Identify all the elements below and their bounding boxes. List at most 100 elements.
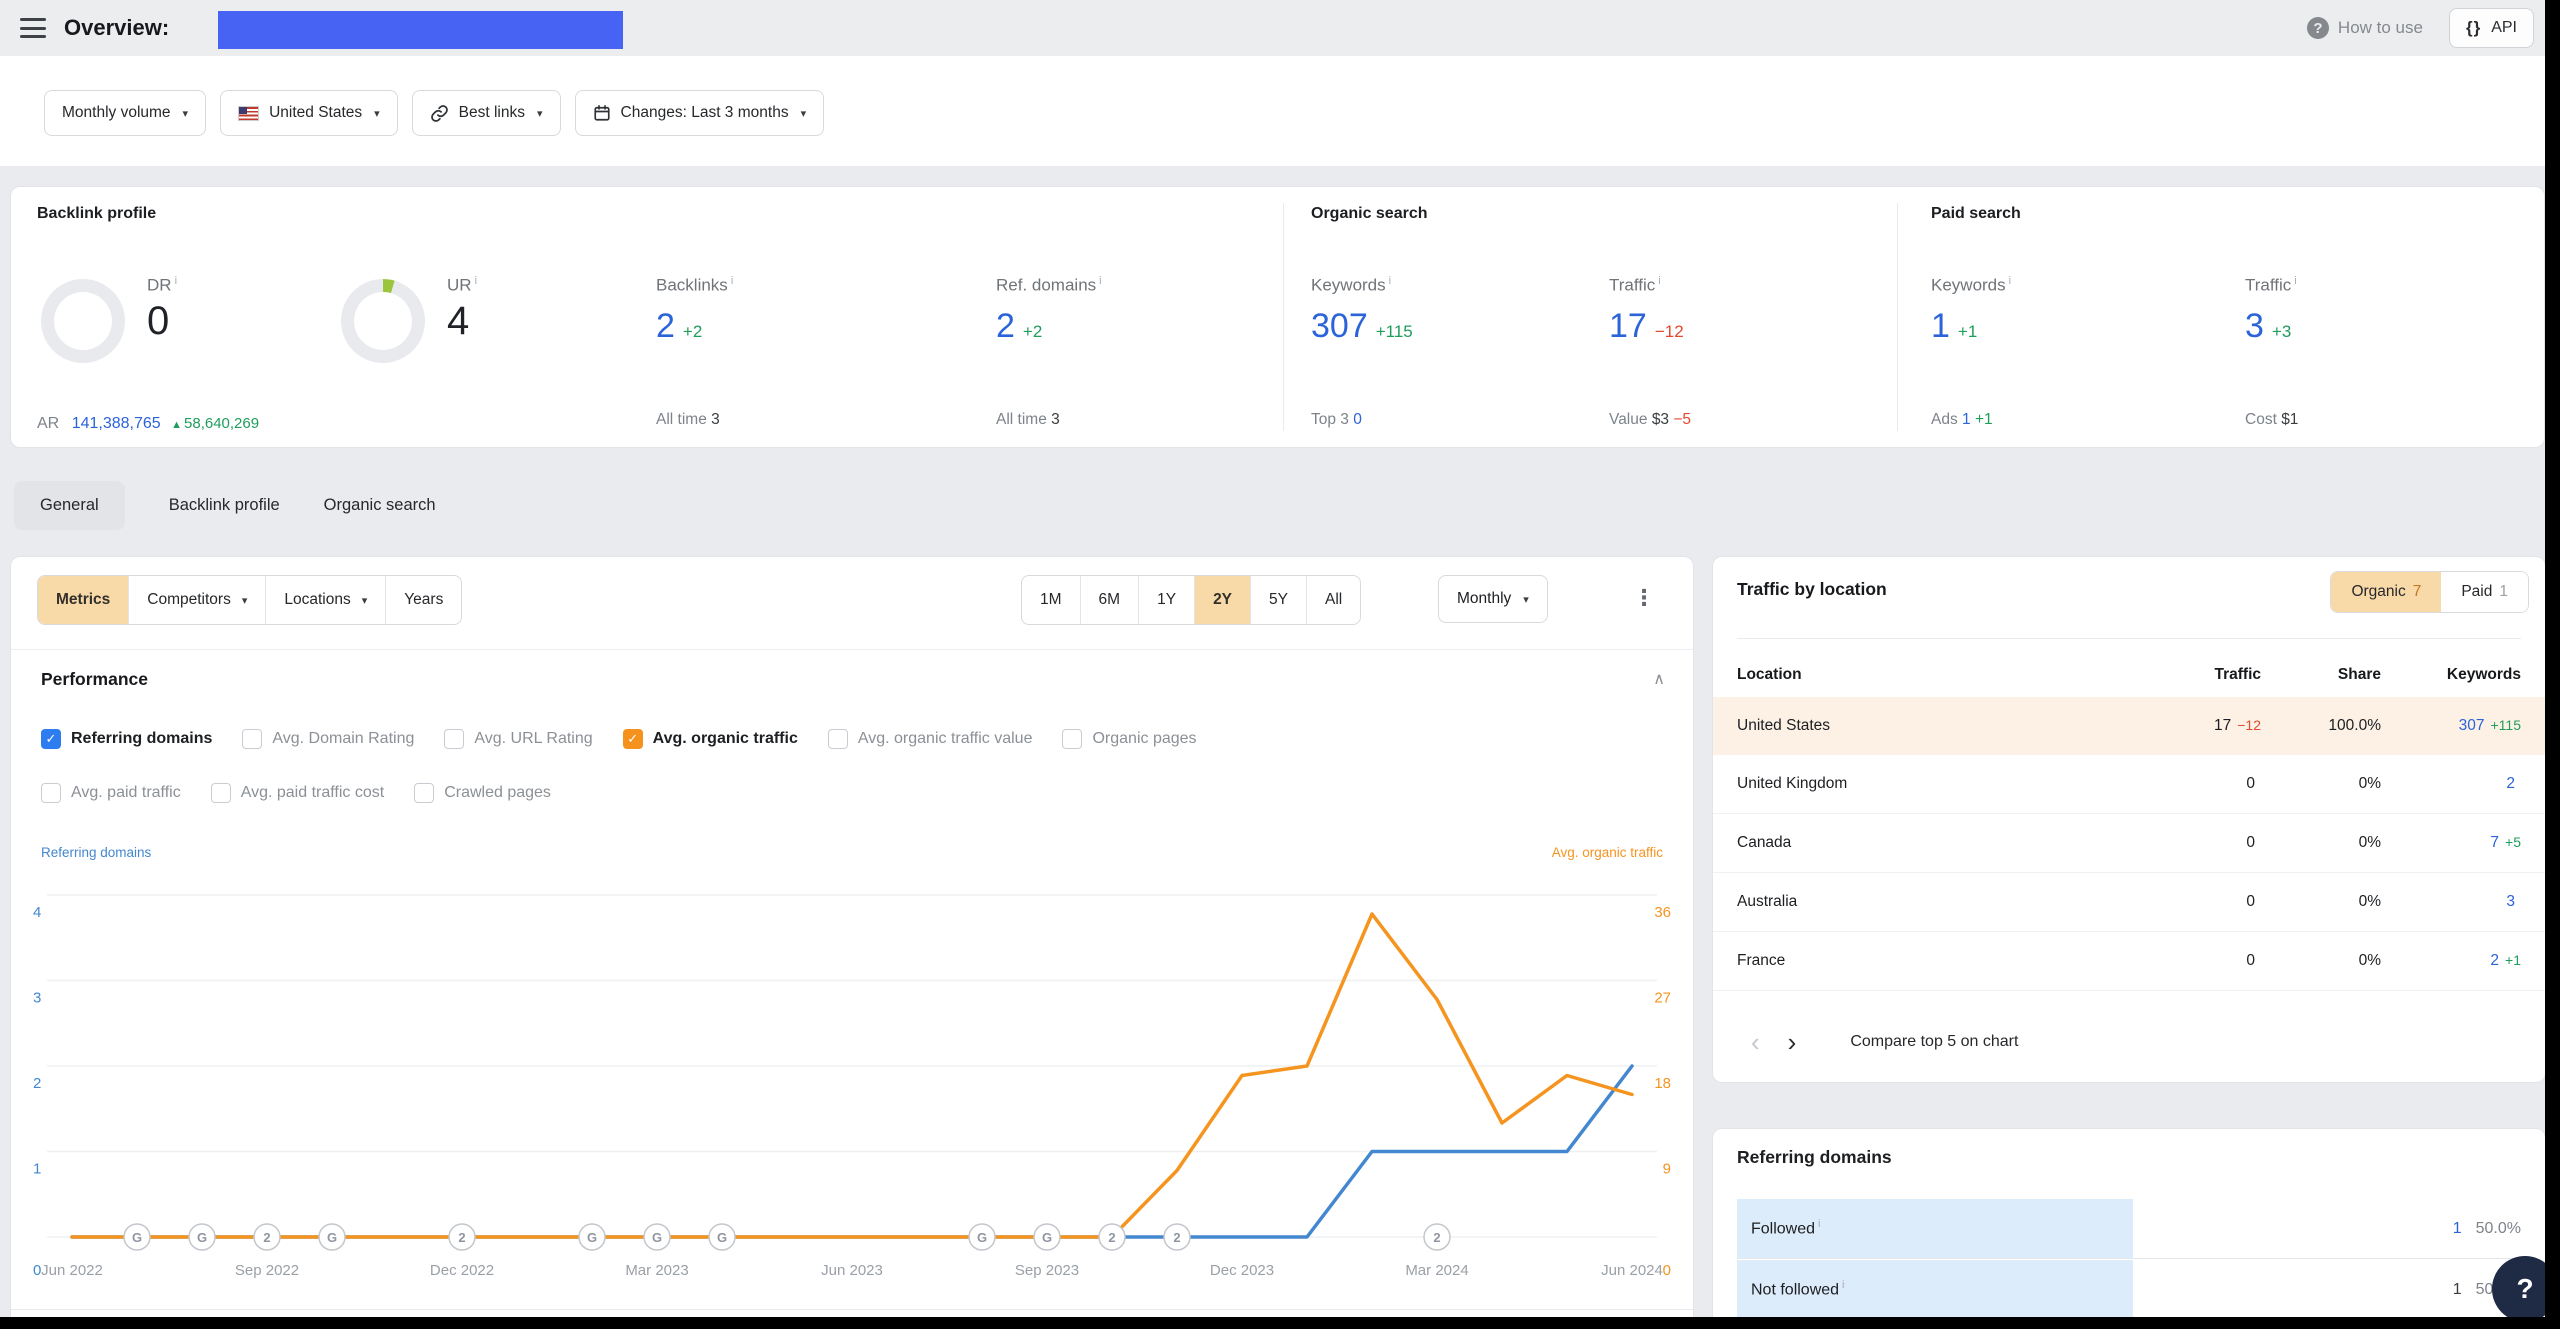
svg-text:Mar 2023: Mar 2023 xyxy=(625,1262,688,1279)
checkbox-avg-organic-traffic-value[interactable]: Avg. organic traffic value xyxy=(828,729,1033,749)
country-dropdown[interactable]: United States ▾ xyxy=(220,90,398,136)
tab-general[interactable]: General xyxy=(14,481,125,530)
segment-metrics[interactable]: Metrics xyxy=(38,576,128,624)
not-followed-count[interactable]: 1 xyxy=(2453,1281,2462,1299)
location-table: Location Traffic Share Keywords United S… xyxy=(1713,653,2545,991)
metric-checkbox-row-2: Avg. paid traffic Avg. paid traffic cost… xyxy=(41,783,551,803)
paid-traffic-label: Traffici xyxy=(2245,275,2297,296)
toggle-organic[interactable]: Organic7 xyxy=(2331,572,2441,612)
tab-backlink-profile[interactable]: Backlink profile xyxy=(169,481,280,530)
next-page-icon[interactable]: › xyxy=(1774,1029,1811,1055)
chevron-down-icon: ▾ xyxy=(801,107,807,120)
not-followed-label: Not followedi xyxy=(1751,1279,1845,1299)
keywords-cell: 7+5 xyxy=(2381,834,2521,852)
toggle-paid[interactable]: Paid1 xyxy=(2441,572,2528,612)
backlinks-alltime: All time 3 xyxy=(656,411,720,429)
range-all[interactable]: All xyxy=(1306,576,1360,624)
segment-competitors[interactable]: Competitors▾ xyxy=(128,576,265,624)
backlinks-value[interactable]: 2+2 xyxy=(656,307,702,346)
share-cell: 0% xyxy=(2261,834,2381,852)
refdomains-alltime: All time 3 xyxy=(996,411,1060,429)
svg-text:G: G xyxy=(1042,1230,1052,1245)
checkbox-avg-url-rating[interactable]: Avg. URL Rating xyxy=(444,729,592,749)
dr-gauge xyxy=(41,279,125,363)
svg-text:0: 0 xyxy=(1663,1262,1671,1279)
checkbox-icon xyxy=(414,783,434,803)
table-row: United States 17−12 100.0% 307+115 xyxy=(1713,697,2545,755)
ur-gauge xyxy=(341,279,425,363)
svg-text:Mar 2024: Mar 2024 xyxy=(1405,1262,1468,1279)
table-row: France 0 0% 2+1 xyxy=(1713,932,2545,991)
referring-domains-card: Referring domains Followedi 150.0% Not f… xyxy=(1712,1128,2546,1329)
svg-text:0: 0 xyxy=(33,1262,41,1279)
svg-text:2: 2 xyxy=(458,1230,465,1245)
checkbox-avg-organic-traffic[interactable]: ✓Avg. organic traffic xyxy=(623,729,798,749)
organic-traffic-label: Traffici xyxy=(1609,275,1661,296)
kebab-menu-icon[interactable]: ⋮ xyxy=(1633,585,1655,611)
refdomains-value[interactable]: 2+2 xyxy=(996,307,1042,346)
redacted-domain xyxy=(218,11,623,49)
location-name: Canada xyxy=(1737,834,2111,852)
svg-text:G: G xyxy=(977,1230,987,1245)
us-flag-icon xyxy=(238,106,259,121)
checkbox-icon xyxy=(41,783,61,803)
ar-label: AR xyxy=(37,415,59,432)
changes-period-dropdown[interactable]: Changes: Last 3 months ▾ xyxy=(575,90,825,136)
volume-mode-dropdown[interactable]: Monthly volume ▾ xyxy=(44,90,206,136)
ahrefs-overview-page: Overview: ? How to use {} API Monthly vo… xyxy=(0,0,2560,1329)
organic-traffic-value-sub: Value $3 −5 xyxy=(1609,411,1691,429)
checkbox-avg-domain-rating[interactable]: Avg. Domain Rating xyxy=(242,729,414,749)
svg-text:Jun 2022: Jun 2022 xyxy=(41,1262,103,1279)
range-1m[interactable]: 1M xyxy=(1022,576,1080,624)
ur-label: URi xyxy=(447,275,477,296)
paid-ads: Ads 1 +1 xyxy=(1931,411,1993,429)
checkbox-avg-paid-traffic-cost[interactable]: Avg. paid traffic cost xyxy=(211,783,384,803)
checkbox-icon xyxy=(828,729,848,749)
range-1y[interactable]: 1Y xyxy=(1138,576,1194,624)
checkbox-crawled-pages[interactable]: Crawled pages xyxy=(414,783,551,803)
ar-value[interactable]: 141,388,765 xyxy=(72,415,161,432)
link-icon xyxy=(430,104,449,123)
filter-bar: Monthly volume ▾ United States ▾ Best li… xyxy=(0,56,2560,166)
range-5y[interactable]: 5Y xyxy=(1250,576,1306,624)
ur-value: 4 xyxy=(447,299,469,344)
range-6m[interactable]: 6M xyxy=(1080,576,1139,624)
best-links-dropdown[interactable]: Best links ▾ xyxy=(412,90,561,136)
followed-count[interactable]: 1 xyxy=(2453,1220,2462,1238)
paid-keywords-value[interactable]: 1+1 xyxy=(1931,307,1977,346)
screen-edge xyxy=(2545,0,2560,1329)
tab-organic-search[interactable]: Organic search xyxy=(324,481,436,530)
divider xyxy=(1283,203,1284,431)
segment-locations[interactable]: Locations▾ xyxy=(265,576,385,624)
traffic-cell: 0 xyxy=(2111,893,2261,911)
svg-text:Sep 2022: Sep 2022 xyxy=(235,1262,299,1279)
screen-edge xyxy=(0,1317,2560,1329)
info-icon: i xyxy=(1842,1279,1844,1291)
compare-top5-label: Compare top 5 on chart xyxy=(1850,1033,2018,1051)
svg-text:18: 18 xyxy=(1654,1075,1671,1092)
range-2y[interactable]: 2Y xyxy=(1194,576,1250,624)
checkbox-avg-paid-traffic[interactable]: Avg. paid traffic xyxy=(41,783,181,803)
collapse-chevron-icon[interactable]: ∧ xyxy=(1653,669,1665,689)
checkbox-referring-domains[interactable]: ✓Referring domains xyxy=(41,729,212,749)
info-icon: i xyxy=(2294,275,2296,287)
paid-traffic-value[interactable]: 3+3 xyxy=(2245,307,2291,346)
info-icon: i xyxy=(1389,275,1391,287)
info-icon: i xyxy=(1658,275,1660,287)
how-to-use-link[interactable]: ? How to use xyxy=(2307,17,2423,39)
prev-page-icon[interactable]: ‹ xyxy=(1737,1029,1774,1055)
divider xyxy=(11,649,1693,650)
chevron-down-icon: ▾ xyxy=(537,107,543,120)
keywords-cell: 3 xyxy=(2381,893,2521,911)
organic-traffic-value[interactable]: 17−12 xyxy=(1609,307,1684,346)
hamburger-menu-icon[interactable] xyxy=(20,18,46,38)
checkbox-organic-pages[interactable]: Organic pages xyxy=(1062,729,1196,749)
left-axis-legend: Referring domains xyxy=(41,845,151,860)
refdomains-label: Ref. domainsi xyxy=(996,275,1102,296)
svg-text:G: G xyxy=(652,1230,662,1245)
organic-paid-toggle: Organic7 Paid1 xyxy=(2330,571,2529,613)
api-button[interactable]: {} API xyxy=(2449,8,2534,48)
segment-years[interactable]: Years xyxy=(385,576,461,624)
granularity-dropdown[interactable]: Monthly ▾ xyxy=(1438,575,1548,623)
organic-keywords-value[interactable]: 307+115 xyxy=(1311,307,1413,346)
